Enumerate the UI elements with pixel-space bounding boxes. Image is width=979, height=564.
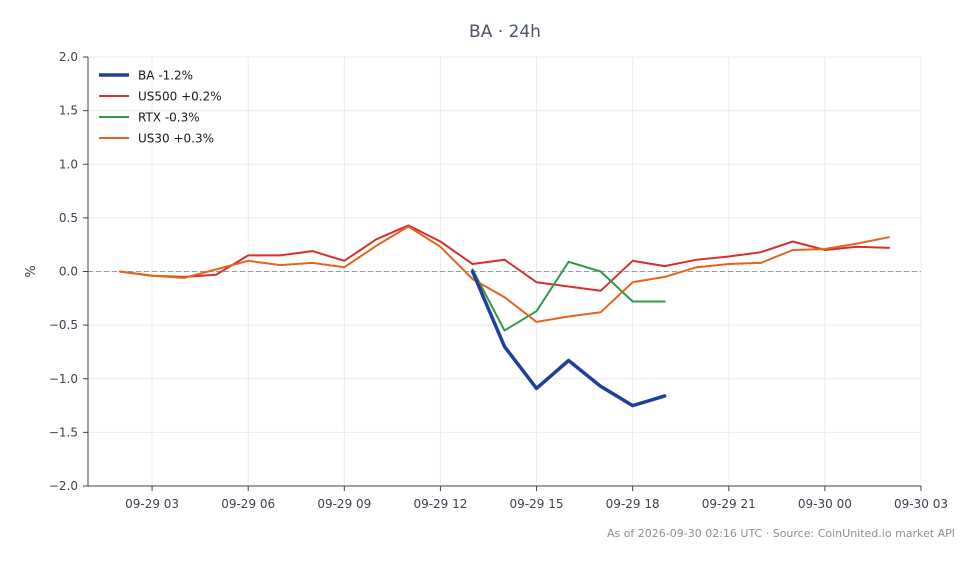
y-tick-label: −2.0 <box>49 479 78 493</box>
y-tick-label: 0.0 <box>59 265 78 279</box>
y-axis-label: % <box>24 265 39 277</box>
series-line-us30 <box>119 225 890 323</box>
y-tick-label: 1.5 <box>59 104 78 118</box>
x-tick-label: 09-29 15 <box>510 497 564 511</box>
series-layer <box>119 224 890 408</box>
y-tick-label: 1.0 <box>59 157 78 171</box>
x-tick-label: 09-30 03 <box>894 497 948 511</box>
y-tick-label: −1.0 <box>49 372 78 386</box>
source-footer: As of 2026-09-30 02:16 UTC · Source: Coi… <box>607 527 955 540</box>
x-tick-label: 09-29 09 <box>317 497 371 511</box>
series-line-ba <box>470 269 667 408</box>
y-tick-label: −0.5 <box>49 318 78 332</box>
series-line-rtx <box>471 260 666 332</box>
legend-label-us30: US30 +0.3% <box>138 132 214 146</box>
x-tick-label: 09-29 06 <box>221 497 275 511</box>
legend-label-ba: BA -1.2% <box>138 69 193 83</box>
axes: −2.0 −1.5 −1.0 −0.5 0.0 0.5 1.0 1.5 2.0 09-29 03 0… <box>49 50 948 511</box>
x-tick-label: 09-29 12 <box>413 497 467 511</box>
legend-label-rtx: RTX -0.3% <box>138 111 200 125</box>
series-line-us500 <box>119 224 890 292</box>
chart-title: BA · 24h <box>469 22 541 42</box>
y-tick-label: 0.5 <box>59 211 78 225</box>
y-tick-label: 2.0 <box>59 50 78 64</box>
x-tick-label: 09-29 21 <box>702 497 756 511</box>
x-tick-label: 09-30 00 <box>798 497 852 511</box>
legend: BA -1.2% US500 +0.2% RTX -0.3% US30 +0.3% <box>99 69 222 146</box>
x-tick-label: 09-29 03 <box>125 497 179 511</box>
y-tick-label: −1.5 <box>49 425 78 439</box>
legend-label-us500: US500 +0.2% <box>138 90 222 104</box>
x-tick-label: 09-29 18 <box>606 497 660 511</box>
